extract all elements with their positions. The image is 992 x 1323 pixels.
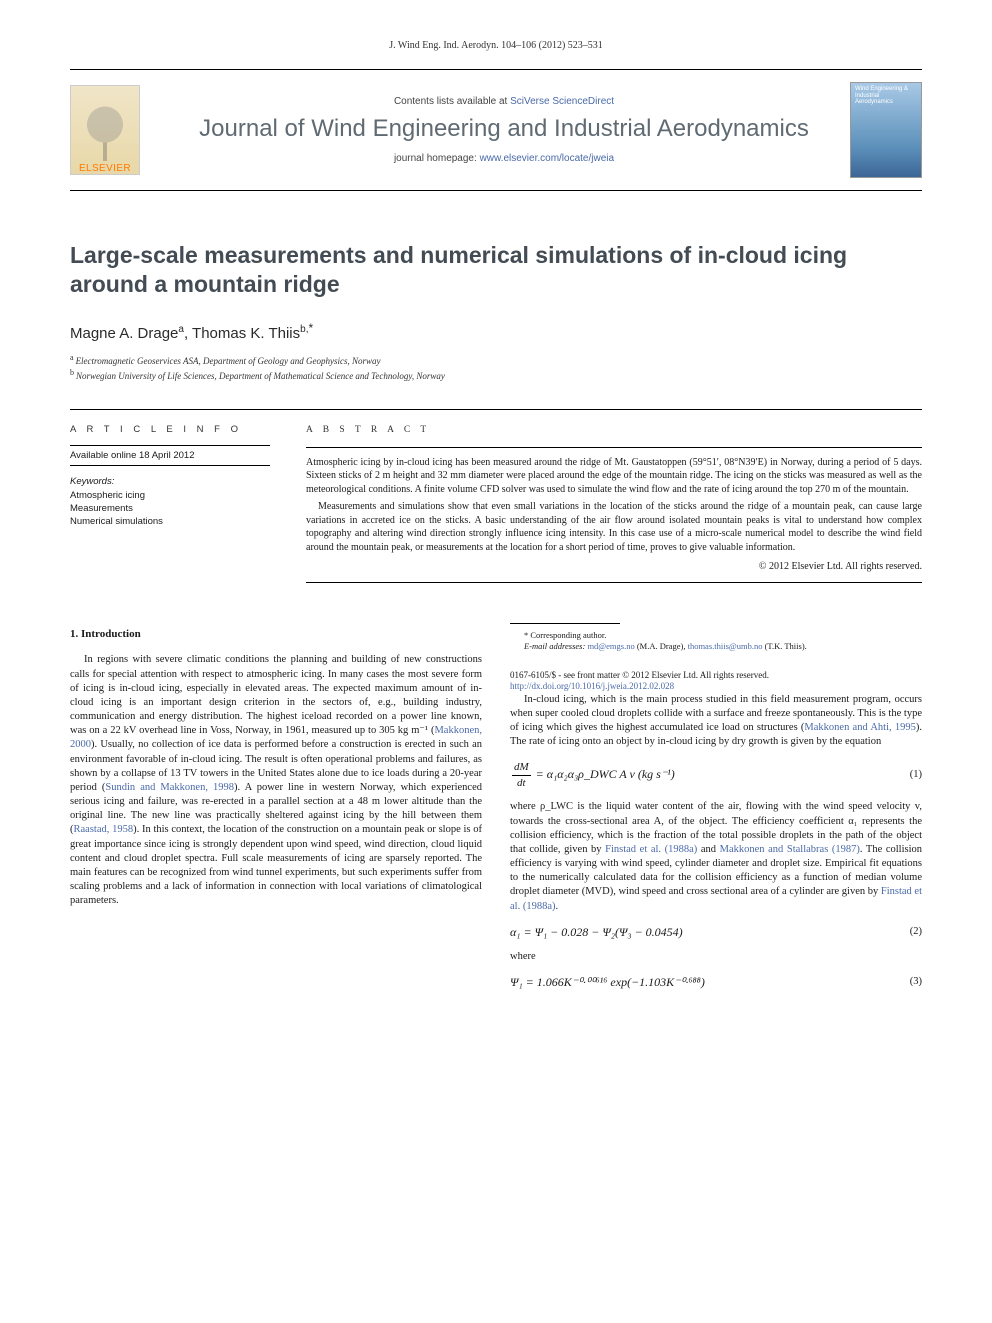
abstract-rule — [306, 447, 922, 448]
author-1: Magne A. Drage — [70, 325, 178, 342]
doi-link[interactable]: http://dx.doi.org/10.1016/j.jweia.2012.0… — [510, 681, 674, 691]
keyword-item: Measurements — [70, 502, 270, 515]
author-list: Magne A. Dragea, Thomas K. Thiisb,* — [70, 321, 922, 342]
where-label: where — [510, 950, 922, 964]
front-matter-line: 0167-6105/$ - see front matter © 2012 El… — [510, 670, 922, 682]
keywords-list: Atmospheric icing Measurements Numerical… — [70, 489, 270, 529]
equation-3: Ψ₁ = 1.066K⁻⁰·⁰⁰⁶¹⁶ exp(−1.103K⁻⁰·⁶⁸⁸) (… — [510, 974, 922, 990]
article-body: 1. Introduction In regions with severe c… — [70, 623, 922, 991]
text-run: In regions with severe climatic conditio… — [70, 654, 482, 736]
fraction: dM dt — [512, 760, 531, 791]
email-who: (M.A. Drage), — [635, 641, 688, 651]
equation-number: (2) — [910, 925, 922, 939]
section-1-heading: 1. Introduction — [70, 627, 482, 642]
email-line: E-mail addresses: md@emgs.no (M.A. Drage… — [510, 641, 922, 652]
journal-masthead: ELSEVIER Contents lists available at Sci… — [70, 69, 922, 191]
frac-den: dt — [512, 776, 531, 791]
keywords-heading: Keywords: — [70, 476, 270, 487]
affiliation-b: bNorwegian University of Life Sciences, … — [70, 367, 922, 383]
text-run: . — [555, 901, 558, 912]
body-paragraph: In-cloud icing, which is the main proces… — [510, 693, 922, 750]
author-2: Thomas K. Thiis — [192, 325, 300, 342]
contents-prefix: Contents lists available at — [394, 96, 510, 107]
citation-link[interactable]: Sundin and Makkonen, 1998 — [105, 782, 234, 793]
running-header: J. Wind Eng. Ind. Aerodyn. 104–106 (2012… — [70, 40, 922, 51]
text-run: and — [697, 844, 719, 855]
abstract-para-1: Atmospheric icing by in-cloud icing has … — [306, 456, 922, 497]
footnote-separator — [510, 623, 620, 624]
equation-body: α₁ = Ψ₁ − 0.028 − Ψ₂(Ψ₃ − 0.0454) — [510, 924, 683, 940]
abstract-block: A B S T R A C T Atmospheric icing by in-… — [306, 410, 922, 583]
footnotes: * Corresponding author. E-mail addresses… — [510, 630, 922, 652]
email-who: (T.K. Thiis). — [762, 641, 806, 651]
elsevier-tree-icon — [79, 105, 131, 161]
author-sep: , — [184, 325, 192, 342]
affiliations: aElectromagnetic Geoservices ASA, Depart… — [70, 352, 922, 383]
corresponding-marker: * — [308, 321, 313, 335]
citation-link[interactable]: Raastad, 1958 — [74, 824, 134, 835]
footer-block: 0167-6105/$ - see front matter © 2012 El… — [510, 670, 922, 693]
affil-b-sup: b — [70, 368, 74, 377]
keyword-item: Atmospheric icing — [70, 489, 270, 502]
equation-number: (1) — [910, 768, 922, 782]
citation-link[interactable]: Makkonen and Ahti, 1995 — [804, 722, 915, 733]
affiliation-a: aElectromagnetic Geoservices ASA, Depart… — [70, 352, 922, 368]
abstract-para-2: Measurements and simulations show that e… — [306, 500, 922, 554]
email-label: E-mail addresses: — [524, 641, 585, 651]
contents-line: Contents lists available at SciVerse Sci… — [158, 96, 850, 107]
equation-2: α₁ = Ψ₁ − 0.028 − Ψ₂(Ψ₃ − 0.0454) (2) — [510, 924, 922, 940]
sciencedirect-link[interactable]: SciVerse ScienceDirect — [510, 96, 614, 107]
info-abstract-row: A R T I C L E I N F O Available online 1… — [70, 409, 922, 583]
journal-name: Journal of Wind Engineering and Industri… — [158, 115, 850, 144]
equation-body: Ψ₁ = 1.066K⁻⁰·⁰⁰⁶¹⁶ exp(−1.103K⁻⁰·⁶⁸⁸) — [510, 974, 705, 990]
abstract-copyright: © 2012 Elsevier Ltd. All rights reserved… — [306, 560, 922, 583]
citation-link[interactable]: Makkonen and Stallabras (1987) — [720, 844, 860, 855]
journal-homepage-link[interactable]: www.elsevier.com/locate/jweia — [480, 153, 615, 164]
equation-body: dM dt = α₁α₂α₃ρ_DWC A v (kg s⁻¹) — [510, 760, 675, 791]
journal-cover-text: Wind Engineering & Industrial Aerodynami… — [851, 83, 921, 109]
frac-num: dM — [512, 760, 531, 776]
eq-rhs: = α₁α₂α₃ρ_DWC A v (kg s⁻¹) — [533, 767, 675, 781]
corresponding-author-note: * Corresponding author. — [510, 630, 922, 641]
elsevier-label: ELSEVIER — [79, 163, 131, 174]
equation-number: (3) — [910, 975, 922, 989]
homepage-prefix: journal homepage: — [394, 153, 480, 164]
article-title: Large-scale measurements and numerical s… — [70, 241, 922, 299]
intro-paragraph: In regions with severe climatic conditio… — [70, 653, 482, 908]
elsevier-logo: ELSEVIER — [70, 85, 140, 175]
body-paragraph: where ρ_LWC is the liquid water content … — [510, 800, 922, 913]
affil-a-sup: a — [70, 353, 74, 362]
abstract-heading: A B S T R A C T — [306, 424, 922, 437]
email-link[interactable]: md@emgs.no — [587, 641, 634, 651]
article-info-block: A R T I C L E I N F O Available online 1… — [70, 410, 270, 583]
journal-cover-thumbnail: Wind Engineering & Industrial Aerodynami… — [850, 82, 922, 178]
journal-homepage-line: journal homepage: www.elsevier.com/locat… — [158, 153, 850, 164]
article-info-heading: A R T I C L E I N F O — [70, 424, 270, 435]
affil-b-text: Norwegian University of Life Sciences, D… — [76, 371, 445, 381]
keyword-item: Numerical simulations — [70, 515, 270, 528]
masthead-center: Contents lists available at SciVerse Sci… — [158, 96, 850, 165]
email-link[interactable]: thomas.thiis@umb.no — [688, 641, 763, 651]
available-online: Available online 18 April 2012 — [70, 445, 270, 466]
citation-link[interactable]: Finstad et al. (1988a) — [605, 844, 697, 855]
affil-a-text: Electromagnetic Geoservices ASA, Departm… — [76, 356, 381, 366]
equation-1: dM dt = α₁α₂α₃ρ_DWC A v (kg s⁻¹) (1) — [510, 760, 922, 791]
